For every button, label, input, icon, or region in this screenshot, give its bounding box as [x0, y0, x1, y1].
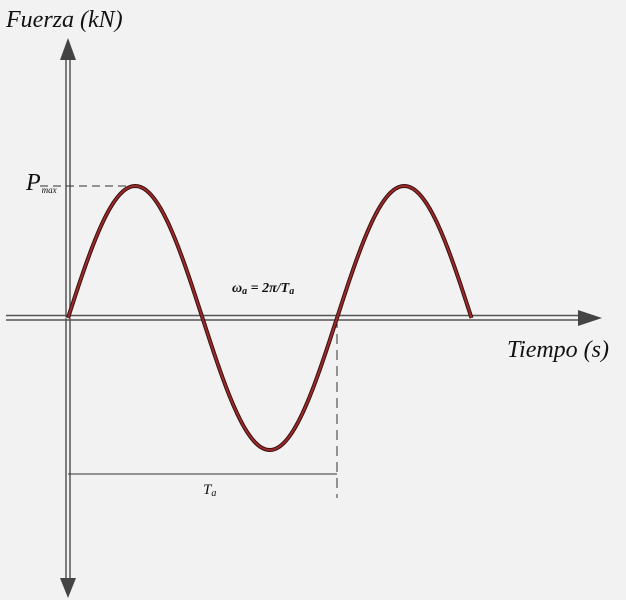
omega-symbol: ω — [232, 281, 242, 296]
x-axis-arrow-icon — [578, 310, 602, 326]
omega-formula: ωa = 2π/Ta — [232, 281, 294, 297]
pmax-label-sub: max — [42, 185, 57, 195]
omega-sub: a — [242, 286, 247, 297]
y-axis-up-arrow-icon — [60, 38, 76, 60]
sine-wave — [67, 185, 473, 451]
omega-rest: = 2π/T — [247, 281, 291, 296]
period-label-main: T — [203, 482, 213, 498]
period-label-sub: a — [211, 488, 216, 499]
pmax-label: Pmax — [25, 170, 57, 196]
y-axis-label: Fuerza (kN) — [5, 7, 123, 33]
period-label: Ta — [203, 482, 216, 499]
x-axis-label: Tiempo (s) — [507, 337, 609, 363]
omega-rest-sub: a — [289, 286, 294, 297]
x-axis — [6, 310, 602, 326]
pmax-label-main: P — [25, 170, 41, 196]
y-axis-down-arrow-icon — [60, 578, 76, 598]
